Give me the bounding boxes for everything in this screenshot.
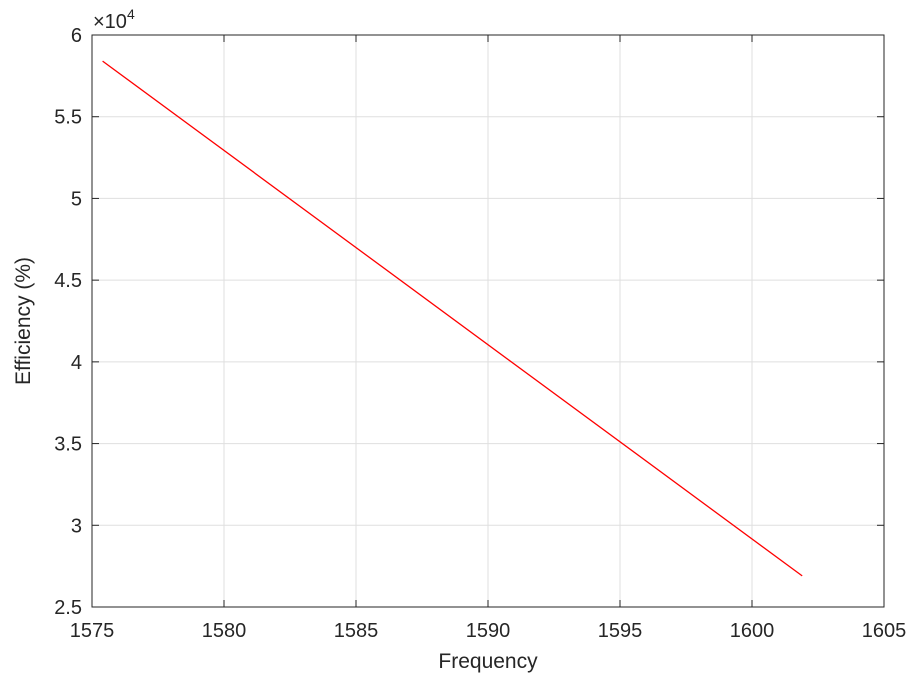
y-tick-label: 5	[71, 188, 82, 210]
y-tick-label: 3	[71, 515, 82, 537]
y-exponent-label: ×104	[93, 6, 135, 33]
x-tick-label: 1595	[598, 620, 643, 642]
x-tick-label: 1605	[862, 620, 907, 642]
y-exponent-power: 4	[127, 6, 135, 22]
y-tick-label: 2.5	[54, 597, 82, 619]
grid-lines	[91, 34, 885, 608]
y-exponent-base: ×10	[93, 11, 127, 33]
series-group	[102, 60, 803, 577]
y-tick-label: 4.5	[54, 270, 82, 292]
y-axis-label: Efficiency (%)	[12, 257, 35, 385]
y-tick-label: 3.5	[54, 434, 82, 456]
axis-ticks	[91, 34, 885, 608]
x-tick-label: 1580	[202, 620, 247, 642]
y-tick-label: 5.5	[54, 107, 82, 129]
x-tick-label: 1600	[730, 620, 775, 642]
x-axis-label: Frequency	[438, 650, 538, 673]
x-tick-label: 1585	[334, 620, 379, 642]
series-line	[102, 60, 803, 577]
x-tick-label: 1590	[466, 620, 511, 642]
y-tick-labels: 2.5 3 3.5 4 4.5 5 5.5 6	[54, 25, 82, 619]
y-tick-label: 6	[71, 25, 82, 47]
x-tick-label: 1575	[70, 620, 115, 642]
y-tick-label: 4	[71, 352, 82, 374]
x-tick-labels: 1575 1580 1585 1590 1595 1600 1605	[70, 620, 907, 642]
